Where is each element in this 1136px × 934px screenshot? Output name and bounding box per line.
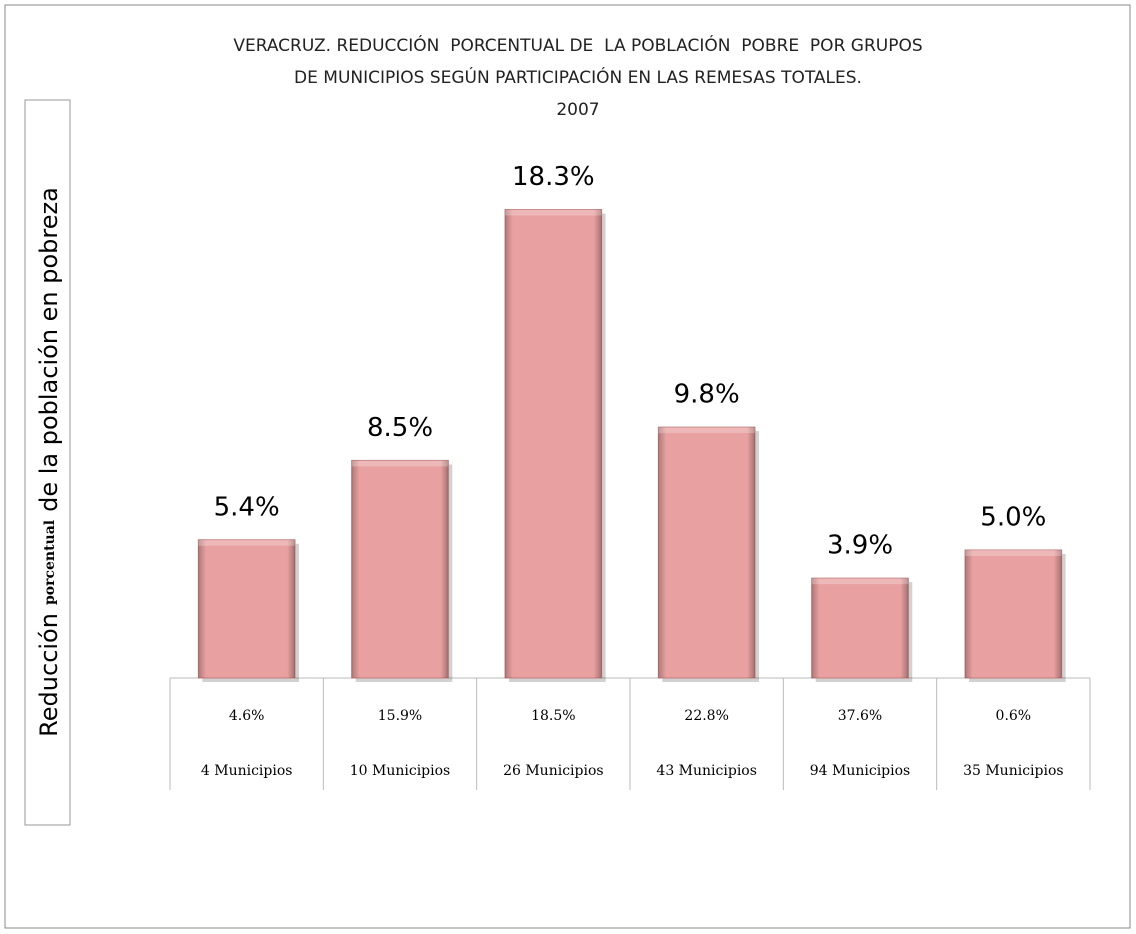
value-label: 8.5% [367,413,433,443]
chart-border [4,4,1131,929]
y-axis-label: Reducción porcentual de la población en po… [35,187,63,737]
bar-bevel-top [505,209,602,216]
bar-bevel-top [811,578,909,585]
value-label: 3.9% [827,531,893,561]
value-label: 5.4% [214,492,280,522]
x-tick-label: 4 Municipios [201,763,293,779]
ylabel-box [24,99,71,826]
title-line: 2007 [556,100,599,120]
value-label: 18.3% [512,162,595,192]
x-tick-label: 94 Municipios [810,763,910,779]
bar-bevel [811,578,909,678]
ylabel-part: porcentual [42,520,58,605]
bar-bevel [351,460,449,678]
bar-bevel [965,550,1062,678]
value-label: 9.8% [674,380,740,410]
bar-bevel [505,209,602,678]
x-tick-label: 26 Municipios [503,763,603,779]
bar-bevel-top [965,550,1062,556]
bar-bevel-top [198,539,295,546]
bar-bevel-top [351,460,449,467]
x-tick-label: 43 Municipios [656,763,756,779]
title-line: DE MUNICIPIOS SEGÚN PARTICIPACIÓN EN LAS… [294,66,862,88]
table-cell: 15.9% [378,708,422,724]
value-label: 5.0% [980,503,1046,533]
bar-bevel [198,539,295,678]
table-cell: 22.8% [684,708,728,724]
table-cell: 4.6% [229,708,265,724]
bar-bevel [658,427,755,678]
table-cell: 0.6% [996,708,1032,724]
x-tick-label: 10 Municipios [350,763,450,779]
table-cell: 18.5% [531,708,575,724]
bar-bevel-top [658,427,755,434]
ylabel-part: Reducción [35,613,63,737]
x-tick-label: 35 Municipios [963,763,1063,779]
ylabel-part: de la población en pobreza [35,187,63,512]
table-cell: 37.6% [838,708,882,724]
title-line: VERACRUZ. REDUCCIÓN PORCENTUAL DE LA POB… [233,34,922,56]
